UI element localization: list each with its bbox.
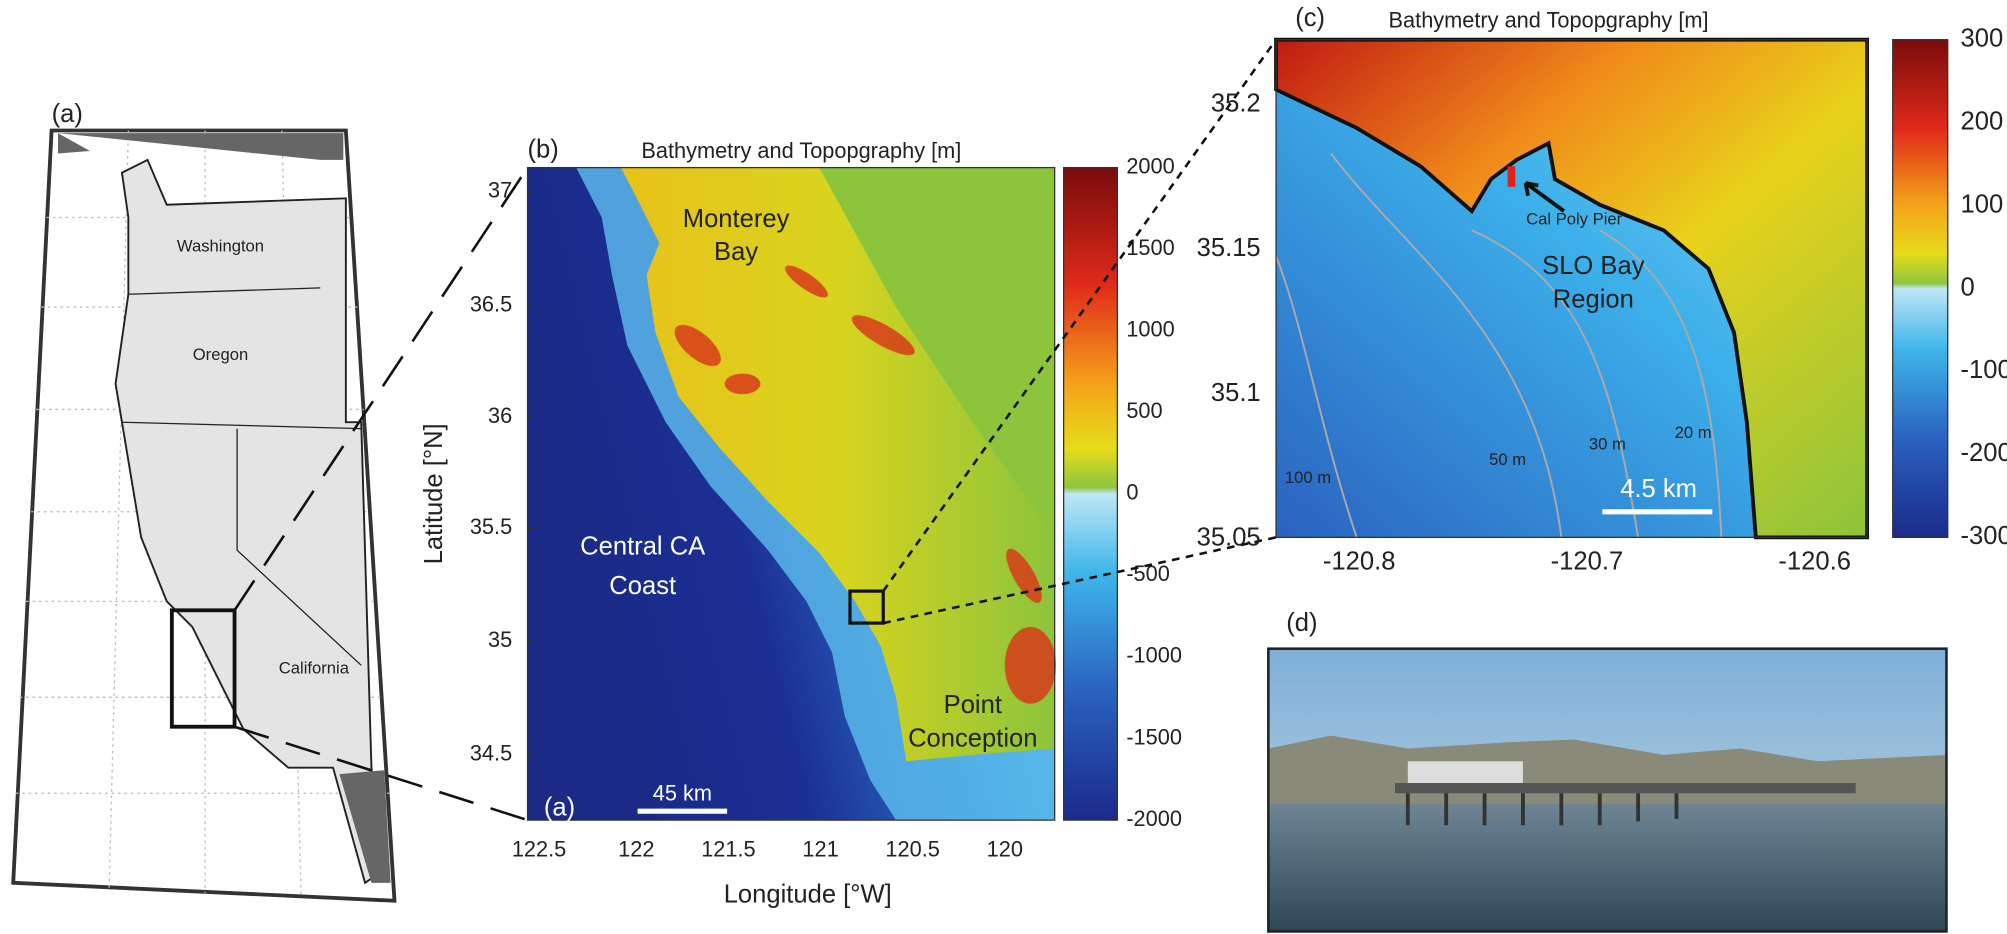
x-ticks: -120.8 -120.7 -120.6 (1323, 548, 1851, 576)
annotation: SLO Bay (1542, 252, 1645, 280)
panel-label: (c) (1295, 4, 1325, 32)
region-box (848, 589, 885, 625)
y-tick-label: 35.15 (1197, 234, 1261, 262)
colorbar-tick-label: 0 (1126, 480, 1138, 505)
zoom-lines (233, 166, 529, 822)
inset-label: (a) (544, 793, 575, 821)
colorbar (1892, 39, 1949, 539)
colorbar-tick-label: -2000 (1126, 806, 1182, 831)
canada (57, 133, 344, 160)
contour-label: 100 m (1285, 468, 1331, 487)
pier-arrow (1523, 181, 1566, 213)
region-box (169, 608, 237, 729)
valley (819, 167, 1055, 538)
x-tick-label: 122.5 (512, 837, 566, 862)
panel-b: (b) Bathymetry and Topopgraphy [m] Monte… (420, 136, 1182, 909)
x-tick-label: 122 (618, 837, 654, 862)
panel-title: Bathymetry and Topopgraphy [m] (1389, 8, 1709, 33)
panel-label: (b) (528, 136, 559, 164)
contour-label: 30 m (1589, 435, 1626, 454)
contours (1275, 152, 1723, 538)
land (114, 158, 386, 885)
colorbar-tick-label: -100 (1961, 356, 2007, 384)
colorbar-tick-label: 200 (1961, 107, 2004, 135)
contour-label: 50 m (1489, 450, 1526, 469)
x-tick-label: -120.6 (1778, 548, 1851, 576)
state-label: California (279, 659, 350, 678)
colorbar-tick-label: -1000 (1126, 643, 1182, 668)
contour-label: 20 m (1675, 423, 1712, 442)
colorbar-tick-label: 1000 (1126, 316, 1174, 341)
panel-c: (c) Bathymetry and Topopgraphy [m] Cal P… (1197, 4, 2007, 576)
y-tick-label: 36 (488, 403, 512, 428)
photo-pilings (1405, 793, 1679, 826)
scale-bar-label: 4.5 km (1620, 475, 1697, 503)
annotation: Conception (908, 724, 1037, 752)
x-tick-label: 120.5 (885, 837, 939, 862)
x-tick-label: 121.5 (701, 837, 755, 862)
x-tick-label: 120 (987, 837, 1023, 862)
colorbar-tick-label: 100 (1961, 190, 2004, 218)
panel-label: (d) (1286, 609, 1317, 637)
x-tick-label: -120.7 (1551, 548, 1624, 576)
y-ticks: 35.2 35.15 35.1 35.05 (1197, 90, 1261, 552)
colorbar-tick-label: 0 (1961, 273, 1975, 301)
annotation: Central CA (580, 532, 706, 560)
annotation: Region (1553, 285, 1634, 313)
y-tick-label: 34.5 (470, 741, 512, 766)
mountains (674, 265, 1056, 704)
colorbar-tick-label: 500 (1126, 398, 1162, 423)
annotation: Point (944, 691, 1002, 719)
panel-a: (a) Washington Oregon California (11, 100, 397, 903)
map-border (1275, 39, 1868, 539)
x-tick-label: -120.8 (1323, 548, 1396, 576)
y-ticks: 37 36.5 36 35.5 35 34.5 (470, 178, 536, 766)
colorbar (1062, 166, 1119, 821)
y-axis-label: Latitude [°N] (420, 423, 448, 564)
colorbar-tick-label: -1500 (1126, 724, 1182, 749)
panel-d: (d) (1267, 609, 1948, 933)
annotation: Monterey (683, 205, 790, 233)
map-border (526, 166, 1056, 821)
photo-water (1268, 803, 1947, 932)
annotation: Bay (714, 238, 758, 266)
colorbar-tick-label: -200 (1961, 439, 2007, 467)
pier-marker (1507, 166, 1516, 187)
annotation: Coast (609, 572, 676, 600)
photo-border (1267, 647, 1948, 933)
scale-bar-label: 45 km (653, 780, 712, 805)
x-ticks: 122.5 122 121.5 121 120.5 120 (512, 837, 1023, 862)
state-borders (121, 287, 362, 666)
colorbar-tick-label: 300 (1961, 24, 2004, 52)
x-axis-label: Longitude [°W] (724, 880, 892, 908)
annotation: Cal Poly Pier (1526, 209, 1623, 228)
y-tick-label: 35.2 (1211, 90, 1261, 118)
x-tick-label: 121 (802, 837, 838, 862)
colorbar-tick-label: 1500 (1126, 235, 1174, 260)
state-label: Washington (177, 236, 264, 255)
colorbar-ticks: 300 200 100 0 -100 -200 -300 (1961, 24, 2007, 550)
panel-title: Bathymetry and Topopgraphy [m] (641, 138, 961, 163)
y-tick-label: 35 (488, 627, 512, 652)
y-tick-label: 36.5 (470, 292, 512, 317)
y-tick-label: 37 (488, 178, 512, 203)
photo-pier (1395, 783, 1856, 794)
state-label: Oregon (193, 345, 248, 364)
colorbar-tick-label: 2000 (1126, 153, 1174, 178)
colorbar-tick-label: -300 (1961, 522, 2007, 550)
y-tick-label: 35.05 (1197, 523, 1261, 551)
zoom-lines (882, 38, 1278, 625)
photo-building (1407, 761, 1523, 787)
panel-label: (a) (52, 100, 83, 128)
y-tick-label: 35.5 (470, 514, 512, 539)
mexico (339, 770, 391, 883)
y-tick-label: 35.1 (1211, 379, 1261, 407)
